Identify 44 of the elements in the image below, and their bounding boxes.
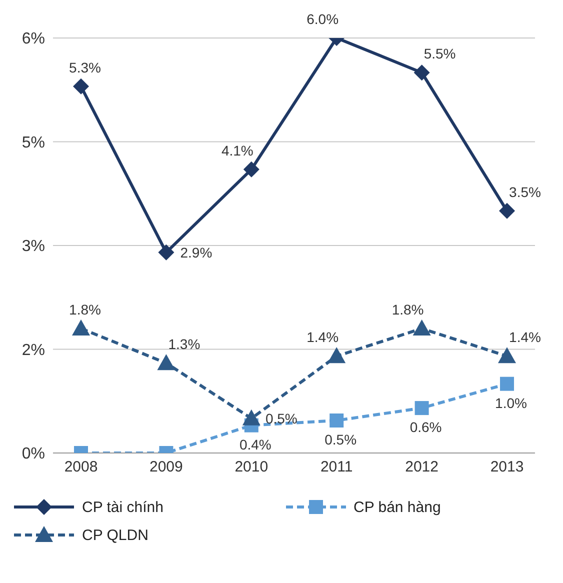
point bbox=[500, 376, 514, 391]
x-tick-label: 2012 bbox=[405, 458, 438, 476]
point bbox=[243, 161, 260, 178]
data-label: 1.8% bbox=[69, 302, 101, 318]
data-label: 0.4% bbox=[239, 436, 272, 452]
data-label: 3.5% bbox=[509, 184, 541, 200]
x-tick-label: 2010 bbox=[234, 458, 268, 476]
data-label: 0.5% bbox=[265, 410, 298, 426]
data-label: 0.5% bbox=[324, 431, 357, 448]
x-tick-label: 2009 bbox=[150, 458, 183, 476]
point bbox=[328, 347, 346, 364]
data-label: 4.1% bbox=[221, 142, 254, 158]
data-label: 0.6% bbox=[410, 419, 442, 436]
data-label: 1.8% bbox=[392, 302, 424, 318]
point bbox=[498, 347, 516, 364]
point bbox=[414, 401, 429, 416]
data-label: 5.5% bbox=[424, 46, 456, 62]
point bbox=[412, 320, 431, 336]
point bbox=[499, 202, 515, 219]
data-label: 2.9% bbox=[180, 244, 212, 260]
y-tick-label: 3% bbox=[22, 238, 45, 256]
y-tick-label: 0% bbox=[22, 446, 45, 463]
x-tick-label: 2013 bbox=[490, 458, 524, 476]
point bbox=[242, 409, 260, 426]
y-tick-label: 2% bbox=[22, 342, 45, 359]
y-tick-label: 5% bbox=[22, 134, 45, 152]
data-label: 1.4% bbox=[306, 329, 339, 346]
point bbox=[157, 354, 176, 370]
data-label: 5.3% bbox=[69, 59, 101, 76]
legend-label: CP bán hàng bbox=[354, 498, 441, 516]
legend-label: CP tài chính bbox=[82, 498, 164, 516]
x-tick-label: 2011 bbox=[320, 458, 353, 476]
point bbox=[158, 244, 174, 260]
data-label: 1.0% bbox=[495, 394, 527, 411]
point bbox=[73, 78, 89, 94]
point bbox=[330, 413, 344, 428]
x-tick-label: 2008 bbox=[64, 458, 98, 476]
legend-label: CP QLDN bbox=[82, 526, 148, 544]
data-label: 6.0% bbox=[306, 11, 339, 27]
data-label: 1.3% bbox=[168, 336, 200, 352]
point bbox=[414, 64, 430, 81]
y-tick-label: 6% bbox=[22, 30, 45, 48]
data-label: 1.4% bbox=[509, 329, 541, 346]
point bbox=[72, 320, 90, 336]
